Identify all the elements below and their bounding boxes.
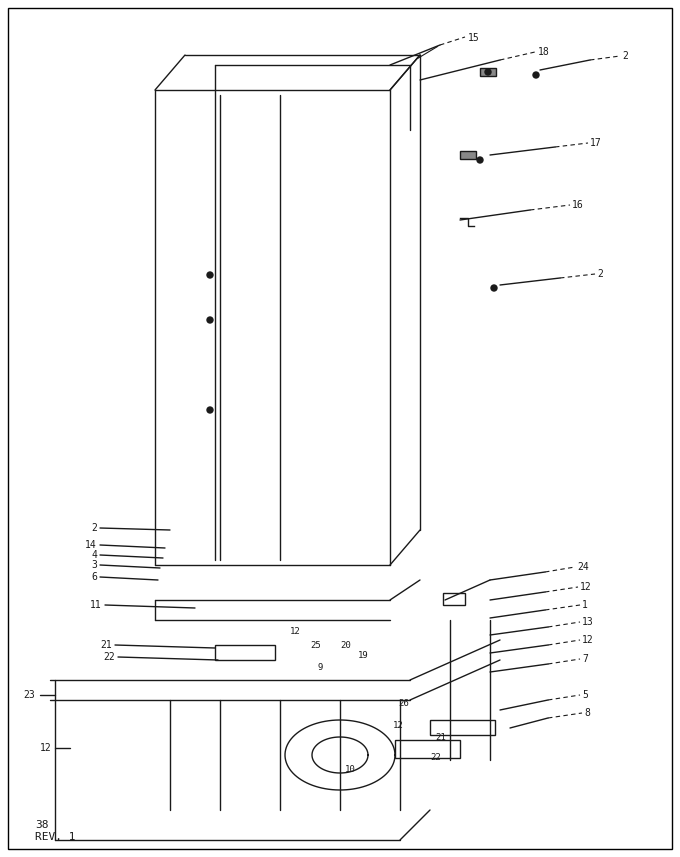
Circle shape	[477, 157, 483, 163]
Bar	[460, 151, 476, 159]
Text: 2: 2	[622, 51, 628, 61]
Text: 2: 2	[91, 523, 97, 533]
Circle shape	[533, 72, 539, 78]
Circle shape	[207, 317, 213, 323]
Text: 8: 8	[584, 708, 590, 718]
Text: 25: 25	[310, 640, 321, 650]
Circle shape	[491, 285, 497, 291]
Text: 12: 12	[580, 582, 592, 592]
Text: 12: 12	[40, 743, 52, 753]
Text: 1: 1	[582, 600, 588, 610]
Bar	[443, 593, 465, 605]
Text: 24: 24	[577, 562, 589, 572]
Text: 14: 14	[85, 540, 97, 550]
Text: 4: 4	[91, 550, 97, 560]
Text: 15: 15	[468, 33, 480, 43]
Text: 26: 26	[398, 698, 409, 708]
Text: REV. 1: REV. 1	[35, 832, 75, 842]
Text: 17: 17	[590, 138, 602, 148]
Text: 13: 13	[582, 617, 594, 627]
Bar	[215, 645, 275, 660]
Text: 9: 9	[318, 663, 324, 673]
Text: 2: 2	[597, 269, 603, 279]
Text: 22: 22	[430, 753, 441, 763]
Text: 22: 22	[103, 652, 115, 662]
Text: 12: 12	[393, 721, 404, 729]
Text: 16: 16	[572, 200, 583, 210]
Text: 38: 38	[35, 820, 48, 830]
Text: 10: 10	[345, 765, 356, 775]
Text: 21: 21	[435, 734, 446, 742]
Text: 20: 20	[340, 640, 351, 650]
Circle shape	[485, 69, 491, 75]
Text: 5: 5	[582, 690, 588, 700]
Bar	[395, 740, 460, 758]
Circle shape	[207, 407, 213, 413]
Text: 6: 6	[91, 572, 97, 582]
Text: 19: 19	[358, 650, 369, 660]
Text: 21: 21	[100, 640, 112, 650]
Circle shape	[207, 272, 213, 278]
Bar	[430, 720, 495, 735]
Text: 23: 23	[23, 690, 35, 700]
Text: 7: 7	[582, 654, 588, 664]
Text: 3: 3	[91, 560, 97, 570]
Text: 12: 12	[582, 635, 594, 645]
Text: 12: 12	[290, 627, 301, 637]
Bar	[480, 68, 496, 76]
Text: 11: 11	[90, 600, 102, 610]
Text: 18: 18	[538, 47, 549, 57]
